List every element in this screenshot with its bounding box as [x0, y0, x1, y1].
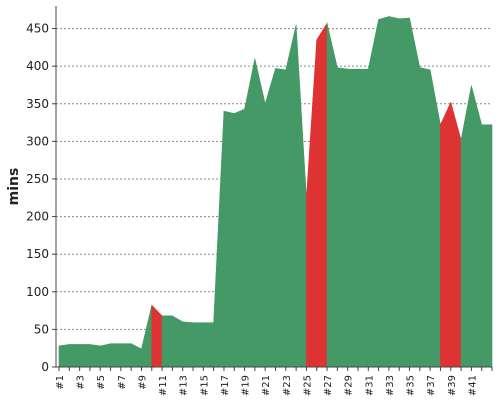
x-tick-label-15: #29	[344, 375, 355, 396]
area-segment-22	[275, 68, 287, 368]
area-segment-3	[79, 344, 91, 368]
y-tick-label-8: 400	[26, 59, 49, 73]
y-axis-title: mins	[6, 168, 22, 206]
area-segment-25	[306, 39, 318, 368]
area-segment-7	[120, 343, 132, 368]
area-segment-19	[244, 58, 256, 368]
x-tick-label-3: #5	[96, 375, 107, 390]
area-segment-16	[213, 111, 225, 368]
area-segment-17	[223, 110, 235, 368]
area-segment-30	[357, 68, 369, 368]
x-tick-label-12: #23	[282, 375, 293, 396]
area-segment-21	[264, 68, 276, 368]
area-segment-9	[141, 305, 153, 368]
area-segment-32	[378, 16, 390, 368]
y-tick-label-4: 200	[26, 210, 49, 224]
y-tick-label-9: 450	[26, 22, 49, 36]
x-tick-label-16: #31	[364, 375, 375, 396]
x-tick-label-7: #13	[179, 375, 190, 396]
x-tick-label-17: #33	[385, 375, 396, 396]
y-axis-ticks: 0 50 100 150 200 250 300 350 400 450	[26, 22, 56, 374]
area-segment-18	[233, 108, 245, 368]
x-tick-label-11: #21	[261, 375, 272, 396]
y-tick-label-7: 350	[26, 97, 49, 111]
area-segment-12	[172, 315, 184, 368]
area-segment-4	[89, 344, 101, 368]
y-tick-label-1: 50	[34, 322, 49, 336]
x-tick-label-2: #3	[76, 375, 87, 390]
x-tick-label-4: #7	[117, 375, 128, 390]
area-segment-13	[182, 321, 194, 368]
y-tick-label-3: 150	[26, 247, 49, 261]
area-segment-40	[460, 85, 472, 368]
x-tick-label-10: #19	[241, 375, 252, 396]
area-segment-39	[450, 102, 462, 368]
x-tick-label-5: #9	[137, 375, 148, 390]
area-segment-29	[347, 68, 359, 368]
area-segment-27	[326, 23, 338, 368]
area-segment-41	[471, 85, 482, 368]
area-segment-36	[419, 67, 431, 368]
x-tick-label-20: #39	[447, 375, 458, 396]
y-tick-label-6: 300	[26, 134, 49, 148]
y-tick-label-5: 250	[26, 172, 49, 186]
area-segment-14	[192, 322, 204, 368]
area-segment-23	[285, 24, 297, 368]
x-tick-label-9: #17	[220, 375, 231, 396]
y-tick-label-0: 0	[41, 360, 49, 374]
area-segment-42	[481, 124, 493, 368]
area-segment-26	[316, 22, 328, 368]
x-axis-ticks: #1 #3 #5 #7 #9 #11 #13 #15 #17 #19 #21 #23 #25 #27 #29…	[55, 367, 493, 396]
x-tick-label-8: #15	[199, 375, 210, 396]
area-segment-6	[110, 343, 122, 368]
area-segment-10	[151, 304, 163, 368]
area-segment-34	[398, 17, 410, 368]
area-series	[58, 16, 493, 368]
area-segment-15	[203, 322, 214, 368]
area-segment-38	[440, 102, 452, 368]
area-segment-8	[130, 343, 142, 368]
area-segment-5	[99, 343, 111, 368]
x-tick-label-14: #27	[323, 375, 334, 396]
area-segment-28	[337, 67, 348, 368]
y-tick-label-2: 100	[26, 285, 49, 299]
x-tick-label-1: #1	[55, 375, 66, 390]
x-tick-label-18: #35	[406, 375, 417, 396]
area-segment-31	[367, 19, 379, 368]
area-segment-24	[295, 24, 307, 368]
area-segment-11	[161, 315, 173, 368]
area-segment-20	[254, 58, 266, 368]
area-segment-33	[388, 16, 400, 368]
x-tick-label-6: #11	[158, 375, 169, 396]
area-segment-35	[409, 17, 421, 368]
area-segment-1	[58, 344, 70, 368]
x-tick-label-21: #41	[467, 375, 478, 396]
x-tick-label-13: #25	[302, 375, 313, 396]
area-segment-2	[69, 344, 80, 368]
area-segment-37	[429, 69, 441, 368]
x-tick-label-19: #37	[426, 375, 437, 396]
